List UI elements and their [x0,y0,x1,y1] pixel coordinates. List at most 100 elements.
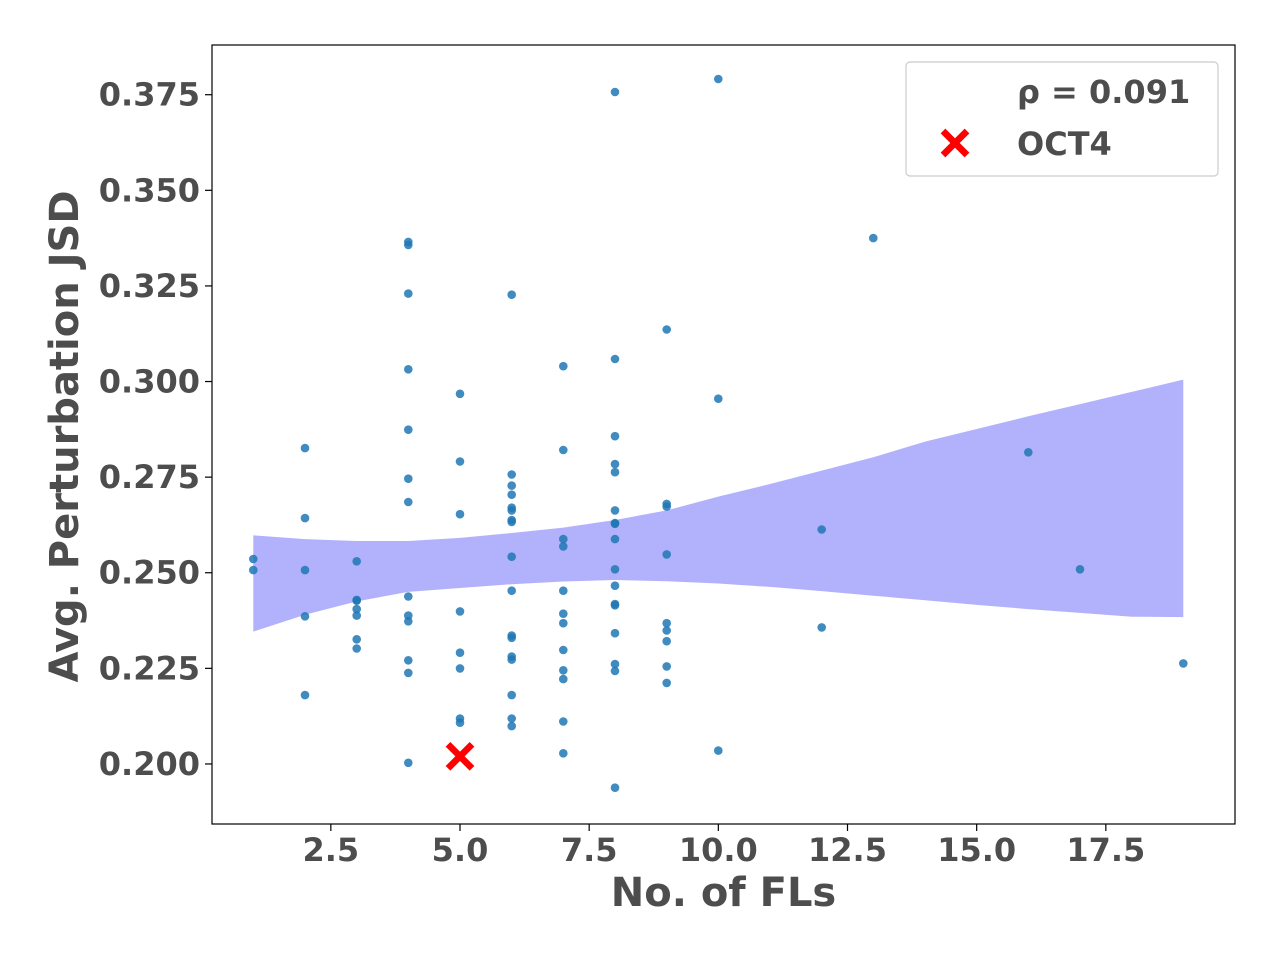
data-point [404,497,413,507]
data-point [404,617,413,626]
data-point [559,534,568,544]
data-point [455,718,465,727]
data-point [300,690,310,700]
data-point [300,443,310,453]
y-tick-label: 0.375 [99,76,200,114]
data-point [455,389,465,399]
x-axis: 2.5 5.0 7.5 10.0 12.5 15.0 17.5 [302,824,1145,869]
data-point [507,470,516,479]
data-point [610,354,620,364]
data-point [559,717,568,726]
data-point [300,565,310,575]
legend-entry-rho: ρ = 0.091 [1017,73,1190,111]
data-point [559,645,568,655]
plot-area [249,74,1188,792]
x-tick-label: 15.0 [937,831,1016,869]
data-point [404,758,413,768]
data-point [404,240,413,250]
data-point [507,481,516,490]
data-point [249,565,258,575]
data-point [714,394,723,404]
y-tick-label: 0.300 [99,363,200,401]
data-point [559,666,568,675]
y-tick-label: 0.225 [99,649,200,687]
data-point [352,604,362,614]
x-tick-label: 10.0 [679,831,758,869]
data-point [610,506,620,515]
data-point [404,289,413,298]
data-point [662,618,671,628]
oct4-marker [445,741,475,771]
data-point [507,721,516,731]
data-point [869,233,878,243]
data-point [559,361,568,371]
data-point [507,714,516,723]
data-point [610,783,620,792]
data-point [662,550,671,559]
legend: ρ = 0.091 OCT4 [905,61,1219,177]
y-tick-label: 0.325 [99,267,200,305]
y-tick-label: 0.350 [99,171,200,209]
legend-box [905,61,1219,177]
data-point [352,611,362,620]
data-point [404,656,413,665]
data-point [559,542,568,551]
data-point [610,459,620,469]
confidence-band [253,379,1184,632]
data-point [352,557,362,566]
legend-oct4-marker [940,128,970,158]
data-point [507,655,516,664]
data-point [507,690,516,700]
data-point [662,662,671,671]
data-point [352,644,362,653]
data-point [559,586,568,595]
data-point [455,457,465,466]
data-point [610,519,620,529]
data-point [559,609,568,618]
data-point [352,596,362,605]
data-point [507,290,516,300]
data-point [249,554,258,564]
data-point [559,674,568,684]
data-point [610,87,620,97]
data-point [300,513,310,523]
legend-entry-oct4: OCT4 [1017,125,1112,163]
plot-frame [211,44,1236,825]
y-tick-label: 0.275 [99,458,200,496]
data-point [817,525,826,534]
data-point [1179,659,1188,668]
x-axis-title: No. of FLs [611,870,837,916]
data-point [662,626,671,635]
data-point [507,586,516,595]
data-point [610,659,620,669]
data-point [559,618,568,628]
data-point [352,635,362,644]
y-axis: 0.200 0.225 0.250 0.275 0.300 0.325 0.350 0.375 [99,76,212,783]
data-point [1075,565,1085,574]
data-point [404,425,413,435]
data-point [507,517,516,527]
data-point [1024,448,1033,457]
x-tick-label: 2.5 [302,831,359,869]
legend-x-icon [940,128,970,158]
data-point [455,664,465,673]
data-point [610,431,620,441]
data-point [610,534,620,544]
data-point [507,506,516,515]
y-axis-title: Avg. Perturbation JSD [42,190,88,682]
data-point [610,581,620,590]
x-tick-label: 12.5 [808,831,887,869]
data-point [455,509,465,519]
data-point [714,74,723,84]
data-point [662,325,671,334]
data-point [559,749,568,758]
data-point [662,678,671,688]
data-point [662,502,671,511]
data-point [610,628,620,638]
data-point [404,365,413,374]
x-tick-label: 17.5 [1066,831,1145,869]
x-tick-label: 5.0 [432,831,489,869]
data-point [610,666,620,676]
y-tick-label: 0.250 [99,554,200,592]
